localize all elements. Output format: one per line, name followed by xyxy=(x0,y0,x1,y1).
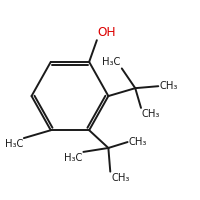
Text: CH₃: CH₃ xyxy=(142,109,160,119)
Text: CH₃: CH₃ xyxy=(129,137,147,147)
Text: CH₃: CH₃ xyxy=(111,173,130,183)
Text: H₃C: H₃C xyxy=(102,57,121,67)
Text: H₃C: H₃C xyxy=(64,153,82,163)
Text: H₃C: H₃C xyxy=(5,139,23,149)
Text: OH: OH xyxy=(98,26,116,39)
Text: CH₃: CH₃ xyxy=(159,81,178,91)
